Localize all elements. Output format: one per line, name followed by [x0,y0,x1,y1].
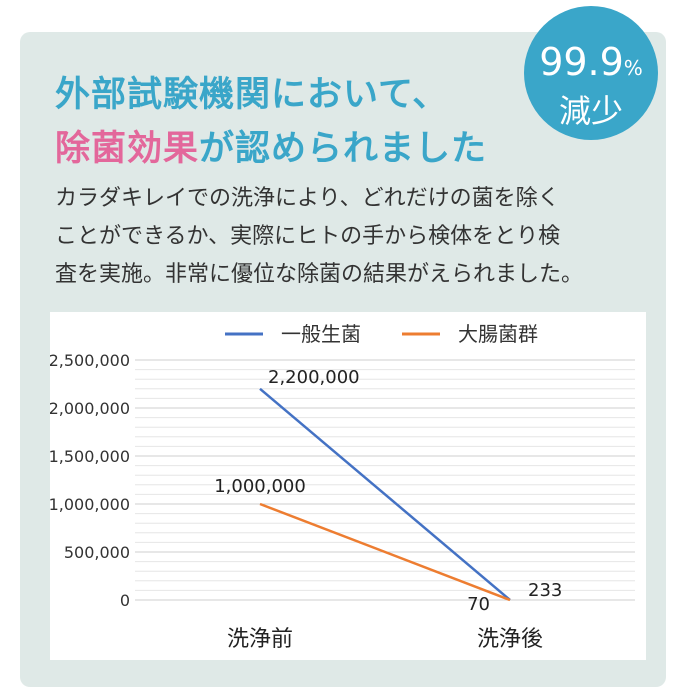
data-label: 2,200,000 [268,367,360,388]
chart-panel: 2,500,000 2,000,000 1,500,000 1,000,000 500,… [50,312,646,660]
headline-highlight: 除菌効果 [55,129,200,169]
y-tick-label: 1,000,000 [50,495,130,514]
badge-text: 減少 [558,92,623,130]
series-line-coliform [259,502,511,602]
legend-label: 一般生菌 [281,322,361,346]
headline-rest: が認められました [199,129,488,169]
x-category-label: 洗浄後 [477,627,543,652]
badge-unit: % [623,56,643,80]
y-tick-label: 0 [120,591,130,610]
x-category-label: 洗浄前 [227,627,293,652]
legend-label: 大腸菌群 [458,322,538,346]
description-line: ことができるか、実際にヒトの手から検体をとり検 [55,224,561,249]
y-tick-label: 2,000,000 [50,399,130,418]
badge-number: 99.9 [539,40,624,84]
data-label: 1,000,000 [214,476,306,497]
reduction-badge: 99.9% 減少 [524,6,658,140]
description-line: 査を実施。非常に優位な除菌の結果がえられました。 [55,262,584,287]
description-line: カラダキレイでの洗浄により、どれだけの菌を除く [55,186,560,211]
description: カラダキレイでの洗浄により、どれだけの菌を除く ことができるか、実際にヒトの手か… [55,180,655,294]
y-tick-label: 1,500,000 [50,447,130,466]
line-chart: 2,500,000 2,000,000 1,500,000 1,000,000 500,… [50,322,635,652]
series-line-general-bacteria [259,387,511,601]
y-tick-label: 500,000 [64,543,130,562]
data-label: 70 [467,594,490,615]
headline-line2: 除菌効果が認められました [55,120,487,171]
badge-number-row: 99.9% [524,40,658,84]
headline-line1: 外部試験機関において、 [55,75,449,115]
y-tick-label: 2,500,000 [50,351,130,370]
data-label: 233 [528,580,562,601]
